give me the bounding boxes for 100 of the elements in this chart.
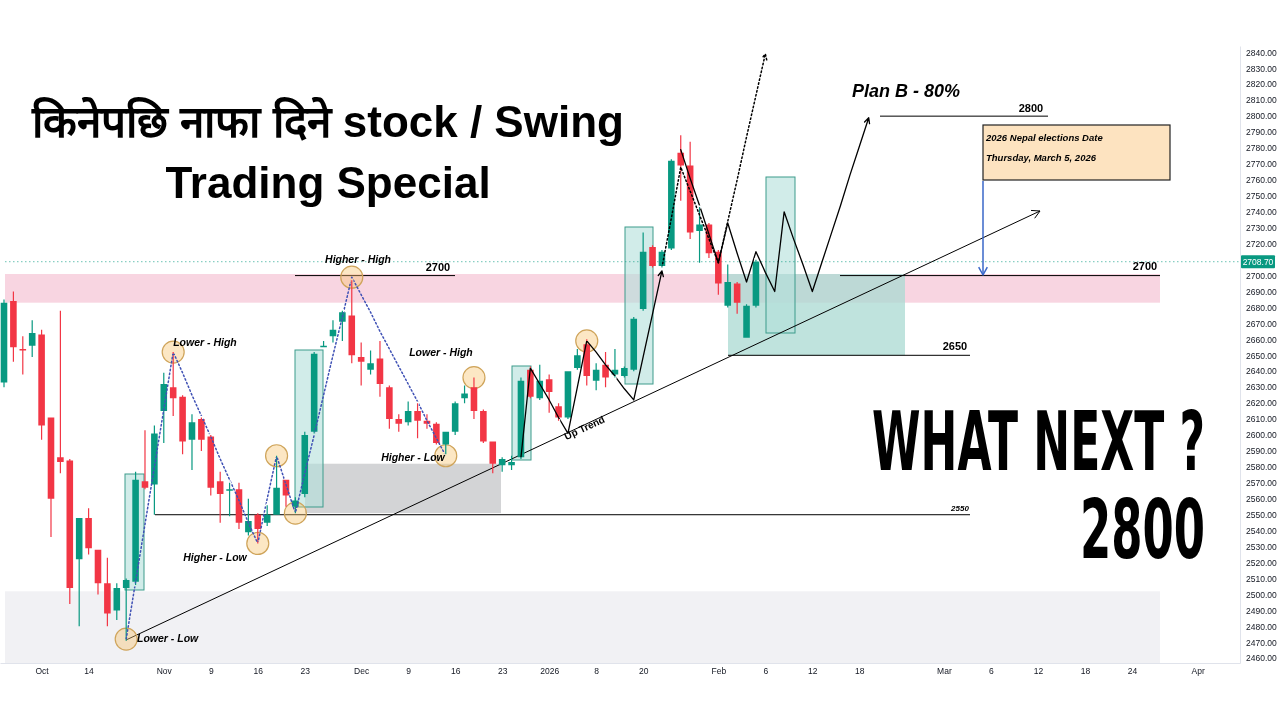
text: किनेपछि नाफा दिने stock / Swing Trading Special xyxy=(31,96,624,207)
candlestick xyxy=(621,366,628,378)
x-tick-label: 18 xyxy=(855,666,865,677)
candlestick xyxy=(376,340,384,397)
x-tick-label: 6 xyxy=(989,666,995,677)
ref-line-label: 2650 xyxy=(942,340,968,353)
y-tick-label: 2630.00 xyxy=(1246,382,1277,393)
y-tick-label: 2570.00 xyxy=(1246,478,1277,489)
candlestick xyxy=(414,403,421,439)
candlestick xyxy=(489,441,497,474)
y-tick-label: 2800.00 xyxy=(1246,111,1277,122)
y-tick-label: 2510.00 xyxy=(1246,573,1277,584)
candlestick xyxy=(386,385,393,429)
y-tick-label: 2620.00 xyxy=(1246,398,1277,409)
y-tick-label: 2720.00 xyxy=(1246,238,1277,249)
x-tick-label: 8 xyxy=(594,666,600,677)
y-tick-label: 2590.00 xyxy=(1246,446,1277,457)
y-tick-label: 2640.00 xyxy=(1246,366,1277,377)
candlestick xyxy=(743,304,750,338)
x-tick-label: 20 xyxy=(638,666,649,677)
annotation: Lower - High xyxy=(173,336,237,348)
x-tick-label: 14 xyxy=(84,666,95,677)
annotation: Up Trend xyxy=(562,413,607,442)
x-tick-label: Feb xyxy=(711,666,727,677)
x-tick-label: Nov xyxy=(156,666,173,677)
y-tick-label: 2750.00 xyxy=(1246,191,1277,202)
y-tick-label: 2580.00 xyxy=(1246,462,1277,473)
candlestick xyxy=(329,320,337,343)
annotation: Plan B - 80% xyxy=(851,81,961,101)
x-tick-label: 9 xyxy=(208,666,214,677)
y-tick-label: 2660.00 xyxy=(1246,334,1277,345)
candlestick xyxy=(188,414,196,471)
y-tick-label: 2550.00 xyxy=(1246,509,1277,520)
x-tick-label: 23 xyxy=(300,666,311,677)
y-tick-label: 2790.00 xyxy=(1246,127,1277,138)
annotation: Lower - High xyxy=(409,346,473,358)
y-tick-label: 2810.00 xyxy=(1246,95,1277,106)
text: 2700 xyxy=(1132,259,1158,272)
point xyxy=(114,627,138,651)
x-tick-label: Mar xyxy=(937,666,952,677)
y-tick-label: 2650.00 xyxy=(1246,350,1277,361)
point xyxy=(340,265,364,289)
x-tick-label: 2026 xyxy=(540,666,560,677)
y-tick-label: 2680.00 xyxy=(1246,302,1277,313)
y-tick-label: 2460.00 xyxy=(1246,653,1277,664)
annotation: Lower - Low xyxy=(137,632,200,644)
x-tick-label: 9 xyxy=(406,666,412,677)
ref-line-label: 2708.70 xyxy=(1242,256,1274,267)
x-tick-label: 6 xyxy=(763,666,769,677)
ref-line-label: 2700 xyxy=(425,260,451,273)
x-tick-label: 16 xyxy=(450,666,461,677)
y-tick-label: 2740.00 xyxy=(1246,207,1277,218)
y-tick-label: 2690.00 xyxy=(1246,286,1277,297)
y-tick-label: 2700.00 xyxy=(1246,270,1277,281)
y-tick-label: 2480.00 xyxy=(1246,621,1277,632)
y-tick-label: 2470.00 xyxy=(1246,637,1277,648)
annotation: 2026 Nepal elections Date xyxy=(985,132,1104,143)
annotation: Thursday, March 5, 2026 xyxy=(986,152,1097,163)
y-tick-label: 2610.00 xyxy=(1246,414,1277,425)
x-tick-label: 12 xyxy=(1033,666,1044,677)
y-tick-label: 2560.00 xyxy=(1246,494,1277,505)
candlestick xyxy=(649,245,656,268)
x-tick-label: 18 xyxy=(1080,666,1091,677)
x-tick-label: 12 xyxy=(808,666,818,677)
annotation: Higher - Low xyxy=(183,551,248,563)
candlestick xyxy=(395,414,403,432)
candlestick xyxy=(630,317,638,372)
candlestick xyxy=(442,431,450,455)
y-tick-label: 2780.00 xyxy=(1246,143,1277,154)
point xyxy=(264,444,289,468)
y-tick-label: 2760.00 xyxy=(1246,175,1277,186)
point xyxy=(462,366,486,390)
y-tick-label: 2840.00 xyxy=(1246,47,1277,58)
x-tick-label: 16 xyxy=(253,666,264,677)
y-tick-label: 2820.00 xyxy=(1246,79,1277,90)
x-tick-label: Dec xyxy=(354,666,370,677)
y-tick-label: 2770.00 xyxy=(1246,159,1277,170)
y-tick-label: 2500.00 xyxy=(1246,589,1277,600)
y-tick-label: 2830.00 xyxy=(1246,63,1277,74)
y-tick-label: 2730.00 xyxy=(1246,222,1277,233)
x-tick-label: 24 xyxy=(1127,666,1138,677)
annotation: Higher - Low xyxy=(381,451,446,463)
candlestick xyxy=(611,348,619,378)
x-tick-label: 23 xyxy=(497,666,508,677)
y-tick-label: 2540.00 xyxy=(1246,525,1277,536)
candlestick xyxy=(104,557,111,627)
candlestick xyxy=(141,430,149,490)
y-tick-label: 2520.00 xyxy=(1246,557,1277,568)
x-tick-label: Apr xyxy=(1191,666,1205,677)
point xyxy=(246,531,270,555)
ref-line-label: 2550 xyxy=(950,503,970,513)
x-tick-label: Oct xyxy=(35,666,50,677)
y-tick-label: 2670.00 xyxy=(1246,318,1277,329)
candlestick xyxy=(574,348,581,370)
y-tick-label: 2600.00 xyxy=(1246,430,1277,441)
candlestick xyxy=(367,350,374,375)
y-tick-label: 2490.00 xyxy=(1246,605,1277,616)
annotation: Higher - High xyxy=(325,253,391,265)
ref-line-label: 2800 xyxy=(1018,102,1044,115)
y-tick-label: 2530.00 xyxy=(1246,541,1277,552)
